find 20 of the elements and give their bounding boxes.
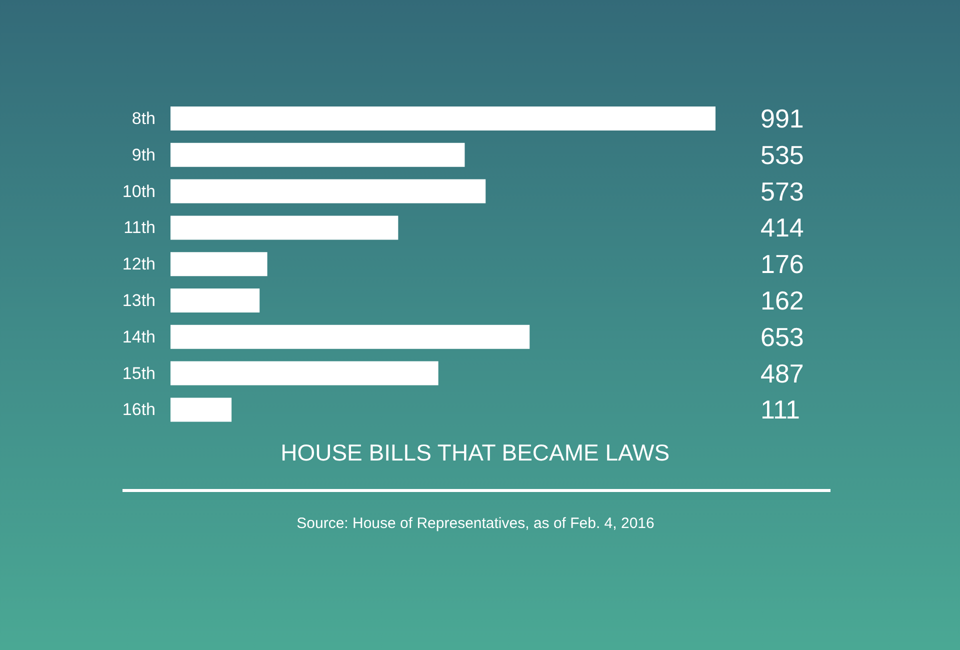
text: HOUSE BILLS THAT BECAME LAWS [280, 440, 670, 466]
y-tick-label: 15th [122, 364, 156, 383]
data-label: 111 [760, 394, 800, 425]
data-label: 991 [760, 104, 804, 134]
data-label: 176 [760, 249, 804, 280]
y-tick-label: 9th [132, 145, 156, 164]
y-tick-label: 16th [122, 400, 156, 420]
y-tick-label: 14th [122, 327, 156, 346]
y-tick-label: 8th [132, 109, 156, 128]
y-tick-label: 10th [122, 182, 156, 201]
data-label: 414 [760, 212, 804, 243]
y-tick-label: 13th [122, 291, 156, 310]
data-label: 487 [760, 358, 804, 388]
data-label: 573 [760, 176, 804, 206]
source-note: Source: House of Representatives, as of Feb. 4, 2016 [296, 515, 654, 532]
data-label: 653 [760, 322, 804, 352]
y-tick-label: 11th [124, 218, 156, 238]
data-label: 535 [760, 140, 804, 170]
y-tick-label: 12th [122, 254, 156, 274]
data-label: 162 [760, 286, 804, 316]
